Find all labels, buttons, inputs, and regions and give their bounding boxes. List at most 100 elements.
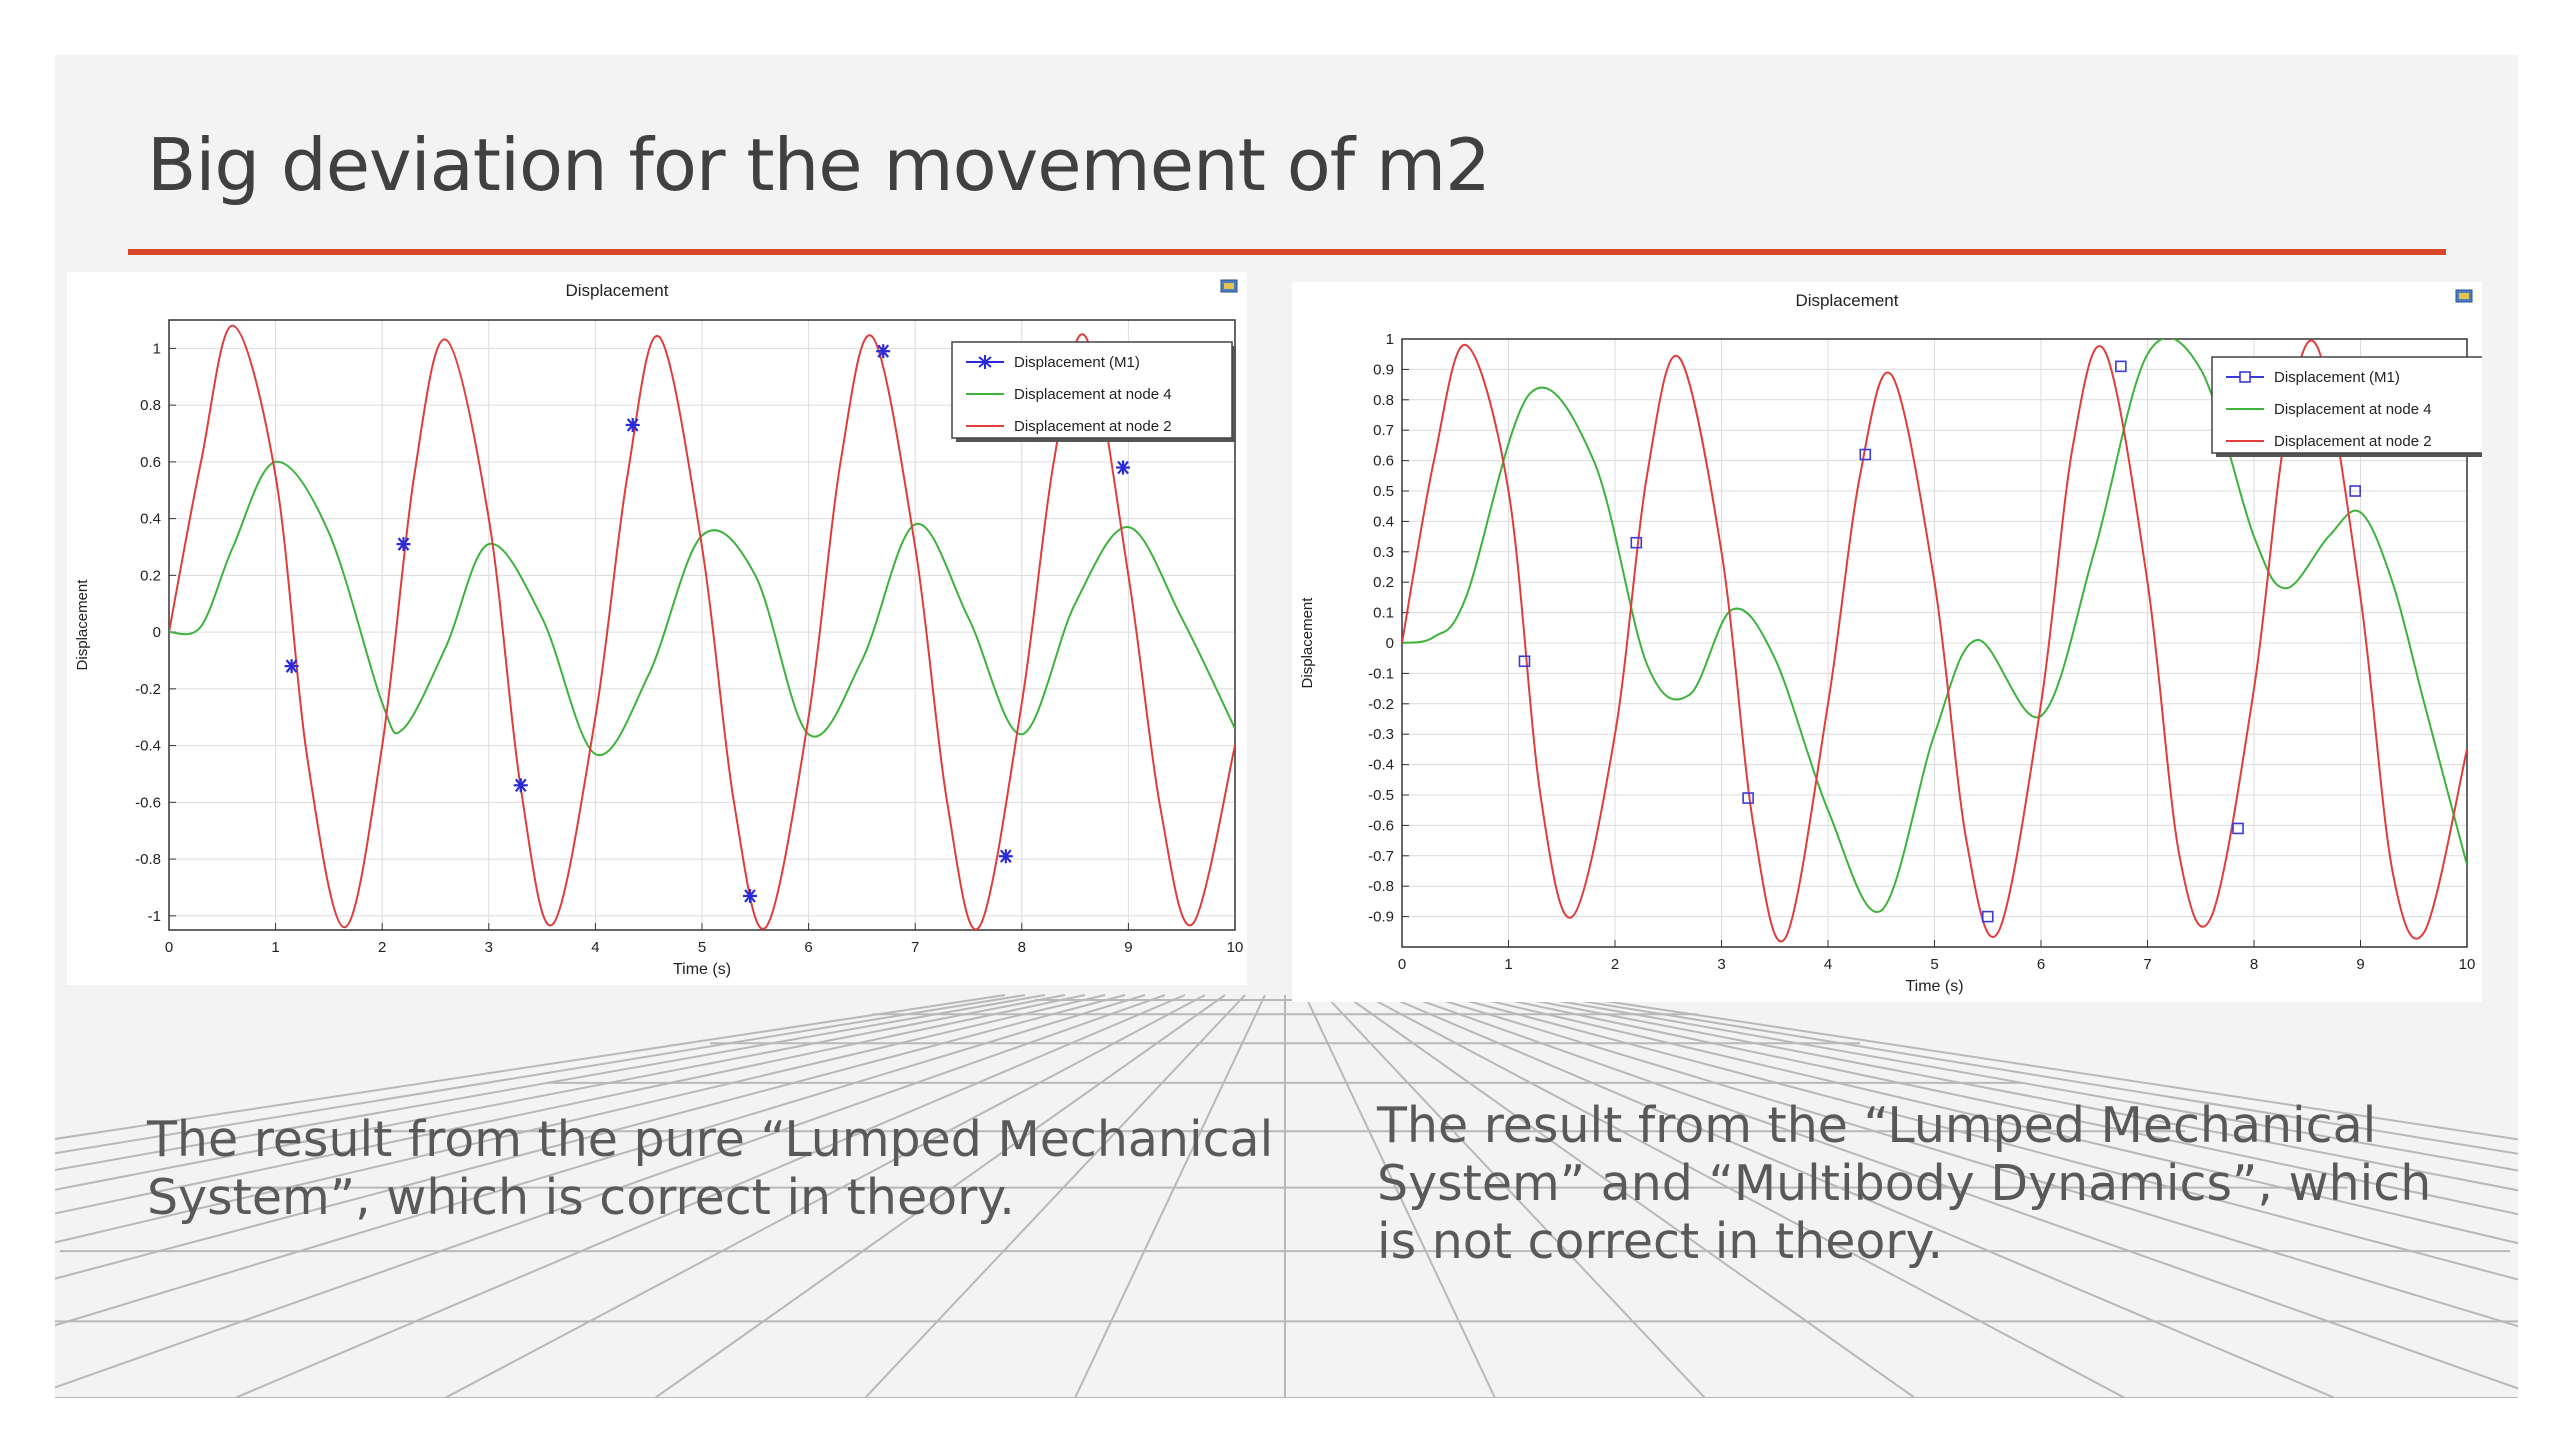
caption-left: The result from the pure “Lumped Mechani… xyxy=(147,1111,1274,1226)
right-m1-point xyxy=(2349,485,2361,497)
right-ytick-label: -0.8 xyxy=(1368,878,1394,895)
right-m1-point xyxy=(1981,910,1994,923)
right-legend-label: Displacement (M1) xyxy=(2274,369,2400,386)
left-xtick-label: 4 xyxy=(591,939,599,956)
right-export-icon xyxy=(2455,289,2473,303)
left-title: Displacement xyxy=(566,281,669,300)
left-ytick-label: 1 xyxy=(153,340,161,357)
left-xtick-label: 6 xyxy=(804,939,812,956)
chart-lumped-multibody-svg: Displacement 0 1 2 3 4 5 6 7 8 9 10 1 0.9 0.8 0.7 0.6 0.5… xyxy=(1299,289,2482,995)
right-xtick-label: 8 xyxy=(2250,956,2258,973)
right-series-displacement-at-node-2 xyxy=(1402,339,2467,943)
right-legend-label: Displacement at node 2 xyxy=(2274,433,2432,450)
right-m1-point xyxy=(1630,536,1643,549)
left-m1-point xyxy=(998,849,1013,864)
right-xtick-label: 2 xyxy=(1611,956,1619,973)
right-ytick-label: 0.7 xyxy=(1373,422,1394,439)
right-title: Displacement xyxy=(1796,291,1899,310)
right-x-axis-label: Time (s) xyxy=(1905,978,1963,995)
left-m1-point xyxy=(742,888,757,903)
chart-lumped-mechanical: Displacement 0 1 2 3 4 5 6 7 8 9 10 1 0.8 0.6 0.4 0.2 0 -0… xyxy=(67,272,1247,985)
right-series-displacement-at-node-4 xyxy=(1402,339,2467,914)
left-legend-label: Displacement (M1) xyxy=(1014,354,1140,371)
right-ytick-label: -0.2 xyxy=(1368,696,1394,713)
right-xtick-label: 10 xyxy=(2459,956,2476,973)
left-xtick-label: 9 xyxy=(1124,939,1132,956)
left-ytick-label: -0.8 xyxy=(135,851,161,868)
right-legend: Displacement (M1) Displacement at node 4 D… xyxy=(2211,356,2482,457)
left-legend-label: Displacement at node 2 xyxy=(1014,418,1172,435)
right-ytick-label: -0.9 xyxy=(1368,909,1394,926)
left-ytick-label: 0.2 xyxy=(140,567,161,584)
floor-grid-background xyxy=(55,994,2518,1398)
left-xtick-label: 5 xyxy=(698,939,706,956)
right-m1-point xyxy=(1859,448,1872,461)
right-legend-label: Displacement at node 4 xyxy=(2274,401,2432,418)
left-xtick-label: 10 xyxy=(1227,939,1244,956)
right-ytick-label: 0 xyxy=(1386,635,1394,652)
left-ytick-label: -0.6 xyxy=(135,794,161,811)
chart-lumped-multibody: Displacement 0 1 2 3 4 5 6 7 8 9 10 1 0.9 0.8 0.7 0.6 0.5… xyxy=(1292,282,2482,1002)
right-m1-point xyxy=(1742,792,1754,804)
right-ytick-label: 0.5 xyxy=(1373,483,1394,500)
left-xtick-label: 7 xyxy=(911,939,919,956)
right-ytick-label: -0.3 xyxy=(1368,726,1394,743)
left-legend-label: Displacement at node 4 xyxy=(1014,386,1172,403)
right-xtick-label: 5 xyxy=(1930,956,1938,973)
right-xtick-label: 3 xyxy=(1717,956,1725,973)
left-legend: Displacement (M1) Displacement at node 4 D… xyxy=(951,341,1236,442)
left-m1-point xyxy=(284,659,299,674)
chart-lumped-mechanical-svg: Displacement 0 1 2 3 4 5 6 7 8 9 10 1 0.8 0.6 0.4 0.2 0 -0… xyxy=(74,279,1244,978)
left-xtick-label: 3 xyxy=(485,939,493,956)
floor-grid xyxy=(55,994,2518,1398)
right-xtick-label: 6 xyxy=(2037,956,2045,973)
left-y-axis-label: Displacement xyxy=(74,579,91,671)
right-ytick-label: -0.7 xyxy=(1368,848,1394,865)
right-xtick-label: 4 xyxy=(1824,956,1832,973)
right-ytick-label: 0.3 xyxy=(1373,544,1394,561)
right-y-axis-label: Displacement xyxy=(1299,597,1316,689)
left-ytick-label: -0.2 xyxy=(135,681,161,698)
right-ytick-label: 0.1 xyxy=(1373,605,1394,622)
left-export-icon xyxy=(1220,279,1238,293)
left-series-displacement-at-node-2 xyxy=(169,324,1235,930)
left-ytick-label: 0 xyxy=(153,624,161,641)
caption-right: The result from the “Lumped Mechanical S… xyxy=(1377,1097,2432,1270)
slide-title: Big deviation for the movement of m2 xyxy=(147,123,1491,207)
right-xtick-label: 9 xyxy=(2356,956,2364,973)
left-series-displacement-m1 xyxy=(284,344,1131,903)
left-ytick-label: 0.6 xyxy=(140,454,161,471)
right-xtick-label: 0 xyxy=(1398,956,1406,973)
left-m1-point xyxy=(876,344,891,359)
right-ytick-label: 1 xyxy=(1386,331,1394,348)
right-ytick-label: 0.8 xyxy=(1373,392,1394,409)
slide: Big deviation for the movement of m2 Dis… xyxy=(55,55,2518,1398)
left-x-axis-label: Time (s) xyxy=(673,961,731,978)
left-ytick-label: -0.4 xyxy=(135,738,161,755)
right-m1-point xyxy=(2115,360,2127,373)
title-underline xyxy=(128,249,2446,255)
right-ytick-label: 0.2 xyxy=(1373,574,1394,591)
right-ytick-label: 0.4 xyxy=(1373,513,1394,530)
left-m1-point xyxy=(1116,460,1131,475)
left-ytick-label: -1 xyxy=(148,908,161,925)
left-m1-point xyxy=(513,778,528,793)
right-ytick-label: 0.6 xyxy=(1373,453,1394,470)
right-ytick-label: -0.5 xyxy=(1368,787,1394,804)
left-xtick-label: 8 xyxy=(1018,939,1026,956)
left-m1-point xyxy=(396,537,411,552)
right-m1-point xyxy=(2232,822,2244,835)
left-xtick-label: 1 xyxy=(271,939,279,956)
right-ytick-label: -0.1 xyxy=(1368,665,1394,682)
right-ytick-label: 0.9 xyxy=(1373,361,1394,378)
left-xtick-label: 2 xyxy=(378,939,386,956)
right-xtick-label: 1 xyxy=(1504,956,1512,973)
left-xtick-label: 0 xyxy=(165,939,173,956)
left-m1-point xyxy=(625,417,640,432)
right-ytick-label: -0.4 xyxy=(1368,757,1394,774)
right-series-displacement-m1 xyxy=(1518,360,2361,923)
right-ytick-label: -0.6 xyxy=(1368,817,1394,834)
right-xtick-label: 7 xyxy=(2143,956,2151,973)
left-ytick-label: 0.8 xyxy=(140,397,161,414)
right-m1-point xyxy=(1518,655,1531,668)
